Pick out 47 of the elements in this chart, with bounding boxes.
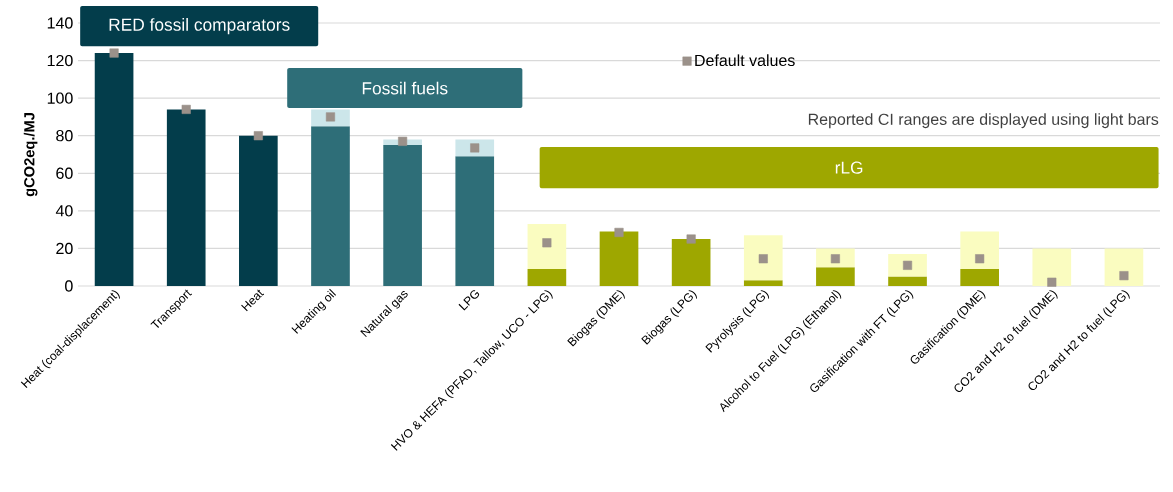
y-tick-label: 80 [56, 130, 73, 142]
bar [94, 53, 134, 286]
annotation: RED fossil comparators [109, 18, 290, 35]
point [1119, 271, 1129, 281]
point [542, 238, 552, 248]
bar [383, 145, 422, 286]
bar [743, 280, 783, 286]
point [398, 136, 408, 146]
y-tick-label: 140 [47, 17, 73, 29]
point [758, 254, 768, 264]
bar [960, 269, 999, 286]
bar [527, 224, 567, 270]
point [975, 254, 985, 264]
y-tick-label: 120 [47, 54, 73, 67]
bar [599, 231, 639, 286]
bar [527, 269, 567, 286]
legend-label: Default values [695, 54, 795, 67]
y-axis-title: gCO2eq./MJ [23, 113, 38, 197]
annotation: Fossil fuels [362, 81, 448, 95]
bar [239, 135, 278, 286]
point [470, 143, 480, 153]
bar [743, 235, 783, 281]
bar [960, 231, 999, 270]
bar [455, 156, 495, 286]
bar [671, 239, 711, 286]
bar [1104, 248, 1144, 286]
bar [888, 276, 927, 286]
point [614, 227, 624, 237]
bar [816, 267, 855, 286]
bar [311, 126, 350, 286]
y-tick-label: 60 [56, 167, 73, 179]
annotation: rLG [835, 161, 863, 174]
point [830, 254, 840, 264]
y-tick-label: 20 [56, 242, 73, 255]
y-tick-label: 0 [65, 280, 73, 292]
point [1047, 277, 1057, 287]
point [325, 112, 336, 122]
point [109, 48, 119, 58]
point [253, 131, 263, 141]
point [686, 234, 696, 244]
point [181, 104, 191, 114]
y-tick-label: 100 [47, 92, 73, 104]
bar [1032, 248, 1072, 286]
annotation: Reported CI ranges are displayed using light bars [808, 113, 1159, 129]
bar [166, 109, 206, 286]
point [903, 260, 913, 270]
y-tick-label: 40 [55, 205, 73, 217]
